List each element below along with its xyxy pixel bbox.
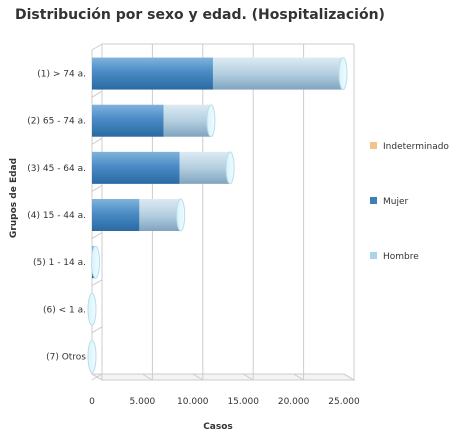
bar-mujer [92, 57, 213, 90]
x-tick-label: 0 [89, 397, 95, 407]
row-separator [91, 184, 103, 192]
row-separator [91, 90, 103, 98]
floor-gridline [192, 373, 204, 381]
category-label: (4) 15 - 44 a. [27, 211, 86, 221]
row-separator [91, 43, 103, 51]
row-separator [91, 137, 103, 145]
legend-label-indeterminado: Indeterminado [383, 142, 449, 152]
bar-end-cap [176, 198, 186, 232]
bar-end-cap [206, 104, 216, 138]
bar-end-cap [87, 292, 97, 326]
floor-gridline [343, 373, 355, 381]
x-tick-label: 20.000 [278, 397, 310, 407]
bar-hombre [179, 151, 231, 184]
legend-swatch-hombre [370, 252, 377, 259]
x-tick-label: 5.000 [130, 397, 156, 407]
y-axis-title: Grupos de Edad [9, 158, 19, 238]
category-labels: (1) > 74 a. (2) 65 - 74 a. (3) 45 - 64 a. (… [27, 70, 86, 363]
bar-mujer [92, 104, 164, 137]
x-axis-ticks: 0 5.000 10.000 15.000 20.000 25.000 [89, 397, 360, 407]
bar-hombre [163, 104, 211, 137]
bar-mujer [92, 199, 140, 231]
row-separator [91, 326, 103, 334]
category-label: (6) < 1 a. [43, 305, 86, 315]
bar-end-cap [87, 339, 97, 373]
category-label: (3) 45 - 64 a. [27, 164, 86, 174]
floor-gridline [142, 373, 153, 381]
x-tick-label: 10.000 [177, 397, 209, 407]
bar-hombre [139, 199, 181, 231]
plot-floor [90, 373, 356, 381]
legend-swatch-indeterminado [370, 142, 377, 149]
bars [87, 57, 348, 373]
floor-gridline [293, 373, 304, 381]
category-label: (2) 65 - 74 a. [27, 117, 86, 127]
legend-label-mujer: Mujer [383, 197, 409, 207]
category-label: (5) 1 - 14 a. [33, 258, 86, 268]
row-separator [91, 232, 103, 240]
x-tick-label: 25.000 [328, 397, 360, 407]
legend-swatch-mujer [370, 197, 377, 204]
row-separator [91, 279, 103, 287]
legend-label-hombre: Hombre [383, 252, 419, 262]
bar-end-cap [338, 57, 348, 91]
x-tick-label: 15.000 [227, 397, 259, 407]
bar-end-cap [225, 151, 235, 185]
row-separator [91, 373, 103, 381]
floor-gridline [242, 373, 254, 381]
chart-title: Distribución por sexo y edad. (Hospitali… [15, 7, 385, 23]
x-axis-title: Casos [203, 422, 233, 432]
bar-hombre [212, 57, 343, 90]
category-label: (1) > 74 a. [37, 70, 86, 80]
bar-mujer [92, 151, 180, 184]
category-label: (7) Otros [46, 352, 86, 362]
bar-end-cap [91, 245, 101, 279]
legend: Indeterminado Mujer Hombre [370, 142, 449, 262]
